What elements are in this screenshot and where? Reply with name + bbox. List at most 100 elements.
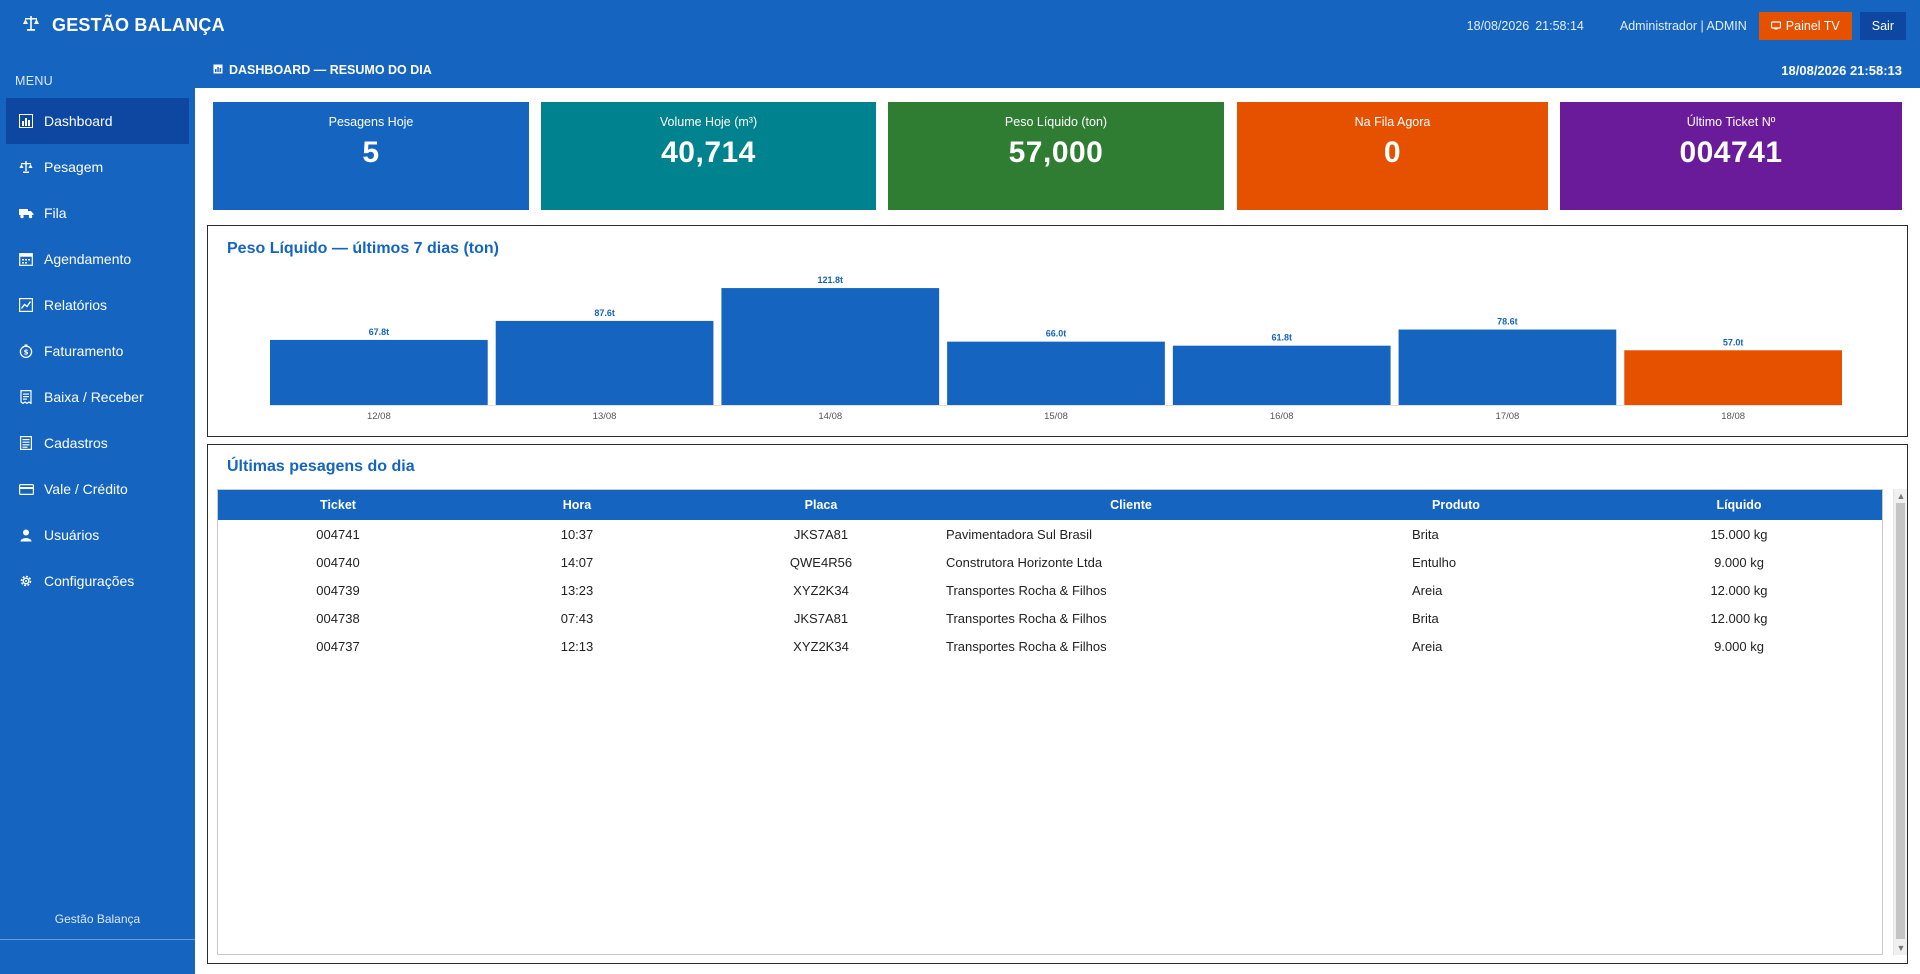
cell-produto: Entulho	[1412, 554, 1457, 570]
kpi-value: 40,714	[661, 136, 756, 169]
scroll-down-icon[interactable]: ▼	[1896, 943, 1906, 953]
painel-tv-button[interactable]: Painel TV	[1758, 12, 1852, 40]
sidebar-item-baixa-receber[interactable]: Baixa / Receber	[6, 374, 189, 420]
sidebar-item-configuracoes[interactable]: Configurações	[6, 558, 189, 604]
sidebar-item-vale-credito[interactable]: Vale / Crédito	[6, 466, 189, 512]
sidebar-item-label: Vale / Crédito	[44, 481, 128, 497]
kpi-card-ticket: Último Ticket Nº 004741	[1560, 102, 1902, 210]
cell-placa: XYZ2K34	[793, 582, 849, 598]
cell-cliente: Transportes Rocha & Filhos	[946, 638, 1107, 654]
sidebar-item-label: Relatórios	[44, 297, 108, 313]
truck-icon	[18, 205, 34, 221]
sidebar-item-pesagem[interactable]: Pesagem	[6, 144, 189, 190]
user-info: Administrador | ADMIN	[1619, 19, 1747, 33]
sidebar-item-fila[interactable]: Fila	[6, 190, 189, 236]
sidebar-item-usuarios[interactable]: Usuários	[6, 512, 189, 558]
brand: GESTÃO BALANÇA	[22, 14, 225, 37]
table-row[interactable]: 004741 10:37 JKS7A81 Pavimentadora Sul B…	[218, 520, 1882, 548]
kpi-value: 5	[362, 136, 380, 169]
col-hora[interactable]: Hora	[458, 490, 696, 520]
sidebar-item-faturamento[interactable]: $ Faturamento	[6, 328, 189, 374]
cell-hora: 12:13	[560, 638, 594, 654]
sidebar-item-label: Agendamento	[44, 251, 132, 267]
card-icon	[18, 481, 34, 497]
chart-value-label: 61.8t	[1271, 333, 1292, 343]
col-cliente[interactable]: Cliente	[946, 490, 1316, 520]
menu-title: MENU	[15, 74, 54, 88]
scrollbar-thumb[interactable]	[1896, 503, 1905, 939]
kpi-label: Peso Líquido (ton)	[1004, 115, 1108, 129]
cell-cliente: Pavimentadora Sul Brasil	[946, 526, 1092, 542]
chart-x-tick-label: 17/08	[1496, 411, 1520, 422]
content-header: DASHBOARD — RESUMO DO DIA 18/08/2026 21:…	[195, 52, 1920, 88]
cell-ticket: 004739	[316, 582, 360, 598]
cell-liquido: 9.000 kg	[1714, 554, 1764, 570]
table-scrollbar[interactable]: ▲ ▼	[1893, 489, 1907, 955]
painel-tv-label: Painel TV	[1785, 19, 1840, 33]
table-row[interactable]: 004740 14:07 QWE4R56 Construtora Horizon…	[218, 548, 1882, 576]
chart-bar-16-08	[1172, 345, 1391, 405]
cell-liquido: 12.000 kg	[1710, 582, 1768, 598]
tv-icon	[1770, 19, 1781, 33]
list-icon	[18, 435, 34, 451]
cell-liquido: 15.000 kg	[1710, 526, 1768, 542]
kpi-label: Pesagens Hoje	[328, 115, 414, 129]
kpi-card-peso: Peso Líquido (ton) 57,000	[888, 102, 1224, 210]
sidebar-footer: Gestão Balança	[54, 912, 141, 926]
sidebar-item-relatorios[interactable]: Relatórios	[6, 282, 189, 328]
svg-text:$: $	[24, 349, 29, 357]
sidebar-item-label: Fila	[44, 205, 67, 221]
logout-button[interactable]: Sair	[1859, 12, 1906, 40]
col-produto[interactable]: Produto	[1316, 490, 1596, 520]
chart-title: Peso Líquido — últimos 7 dias (ton)	[227, 240, 500, 257]
header-clock: 18/08/2026 21:58:13	[1781, 63, 1902, 78]
scroll-up-icon[interactable]: ▲	[1896, 491, 1906, 501]
chart-panel: Peso Líquido — últimos 7 dias (ton) 67.8…	[207, 225, 1908, 437]
table-row[interactable]: 004739 13:23 XYZ2K34 Transportes Rocha &…	[218, 576, 1882, 604]
cell-cliente: Construtora Horizonte Ltda	[946, 554, 1103, 570]
app-title: GESTÃO BALANÇA	[52, 15, 225, 35]
sidebar-item-label: Baixa / Receber	[44, 389, 144, 405]
chart-x-tick-label: 13/08	[593, 411, 617, 422]
cell-cliente: Transportes Rocha & Filhos	[946, 610, 1107, 626]
sidebar-item-dashboard[interactable]: Dashboard	[6, 98, 189, 144]
report-icon	[18, 297, 34, 313]
sidebar-item-label: Usuários	[44, 527, 100, 543]
cell-ticket: 004741	[316, 526, 360, 542]
chart-bar-14-08	[721, 288, 940, 405]
cell-hora: 14:07	[560, 554, 594, 570]
sidebar-nav: Dashboard Pesagem Fila Agendamento Relat…	[6, 98, 189, 604]
col-ticket[interactable]: Ticket	[218, 490, 458, 520]
sidebar-item-cadastros[interactable]: Cadastros	[6, 420, 189, 466]
chart-bar-17-08	[1398, 329, 1617, 405]
col-placa[interactable]: Placa	[696, 490, 946, 520]
table-panel: Últimas pesagens do dia Ticket Hora Plac…	[207, 444, 1908, 964]
cell-produto: Areia	[1412, 638, 1443, 654]
scale-icon	[18, 159, 34, 175]
chart-bar-18-08	[1624, 350, 1842, 405]
chart-x-tick-label: 14/08	[818, 411, 842, 422]
table-title: Últimas pesagens do dia	[227, 458, 415, 475]
chart-value-label: 87.6t	[594, 308, 615, 318]
gear-icon	[18, 573, 34, 589]
chart-value-label: 78.6t	[1497, 317, 1518, 327]
chart-bar-13-08	[495, 320, 714, 405]
table-row[interactable]: 004737 12:13 XYZ2K34 Transportes Rocha &…	[218, 632, 1882, 660]
sidebar-item-label: Pesagem	[44, 159, 104, 175]
sidebar-item-agendamento[interactable]: Agendamento	[6, 236, 189, 282]
sidebar-divider	[0, 939, 195, 940]
cell-liquido: 9.000 kg	[1714, 638, 1764, 654]
kpi-value: 57,000	[1008, 136, 1104, 169]
kpi-label: Na Fila Agora	[1354, 115, 1431, 129]
cell-ticket: 004737	[316, 638, 360, 654]
kpi-card-pesagens: Pesagens Hoje 5	[213, 102, 529, 210]
cell-produto: Areia	[1412, 582, 1443, 598]
user-icon	[18, 527, 34, 543]
table-row[interactable]: 004738 07:43 JKS7A81 Transportes Rocha &…	[218, 604, 1882, 632]
col-liquido[interactable]: Líquido	[1596, 490, 1882, 520]
chart-value-label: 121.8t	[818, 275, 844, 285]
top-bar: GESTÃO BALANÇA 18/08/2026 21:58:14 Admin…	[0, 0, 1920, 52]
bar-chart: 67.8t 12/08 87.6t 13/08 121.8t 14/08 66.0t 15/0…	[270, 275, 1842, 422]
chart-bar-12-08	[270, 339, 488, 405]
cell-placa: JKS7A81	[793, 610, 849, 626]
